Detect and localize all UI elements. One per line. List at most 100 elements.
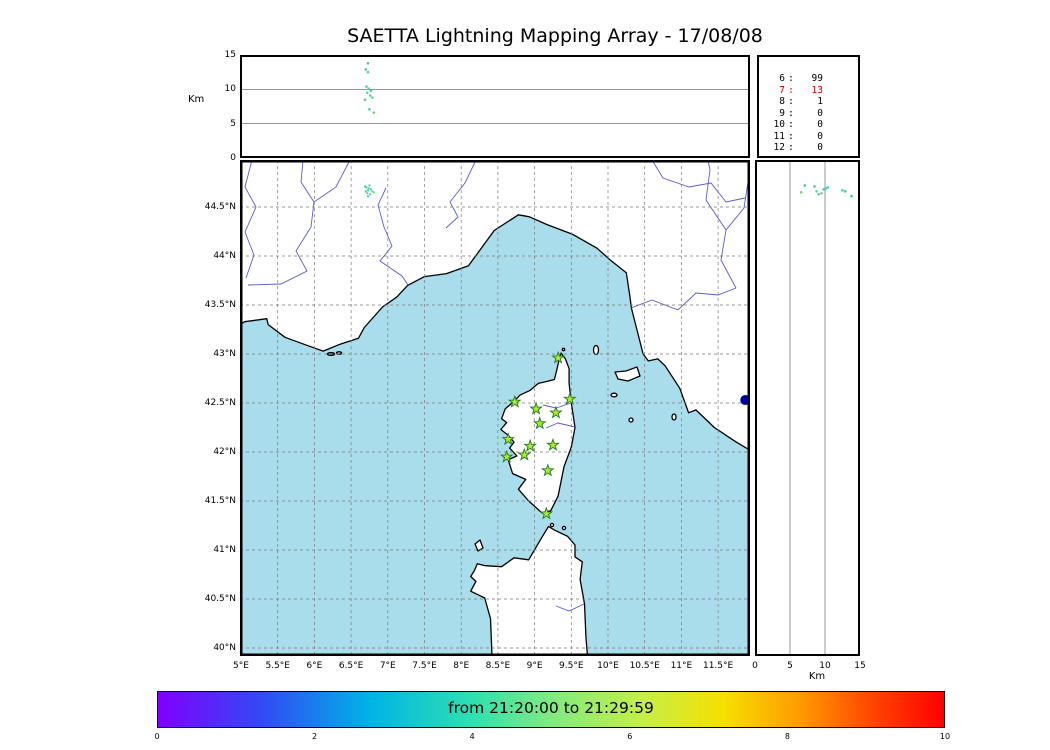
- lightning-source-dot: [364, 190, 367, 193]
- station-count-id: 10: [773, 119, 785, 130]
- river-var: [379, 226, 409, 286]
- altitude-tick-label: 10: [224, 84, 236, 95]
- island-maddalena-2: [549, 522, 555, 528]
- island-asinara: [474, 539, 484, 552]
- lon-tick-label: 7.5°E: [412, 661, 437, 671]
- lightning-source-dot: [366, 195, 370, 198]
- river-durance: [247, 160, 351, 286]
- station-star: [539, 506, 554, 520]
- lon-tick-label: 5°E: [233, 661, 249, 671]
- lon-tick-label: 8°E: [453, 661, 470, 671]
- station-count-value: 0: [817, 142, 823, 153]
- km-tick-label: 5: [787, 661, 793, 671]
- station-star: [549, 405, 563, 419]
- lightning-source-dot: [369, 188, 373, 191]
- station-count-value: 1: [817, 96, 823, 107]
- lon-tick-label: 9°E: [526, 661, 543, 671]
- map-border: [240, 160, 750, 656]
- station-star: [546, 437, 560, 451]
- station-star: [507, 394, 522, 408]
- station-count-sep: :: [788, 84, 794, 96]
- lightning-source-dot: [367, 87, 371, 90]
- altitude-latitude-points: [799, 184, 853, 198]
- station-star: [499, 449, 514, 463]
- map-plot: [240, 160, 750, 656]
- km-axis-unit: Km: [808, 671, 826, 682]
- lightning-source-dot: [366, 189, 370, 192]
- lon-tick-label: 7°E: [379, 661, 396, 671]
- lightning-source-dot: [822, 188, 825, 191]
- lightning-source-dot: [366, 70, 370, 74]
- island-montecristo: [628, 417, 634, 423]
- lightning-source-dot: [824, 187, 827, 190]
- island-giraglia: [561, 347, 566, 352]
- island-elba: [614, 366, 641, 382]
- river-var-upper: [377, 187, 387, 228]
- river-tiber-branch: [725, 181, 749, 231]
- panel-border: [755, 160, 860, 656]
- colorbar-label: from 21:20:00 to 21:29:59: [448, 699, 654, 717]
- lat-tick-label: 42°N: [213, 447, 236, 457]
- coastline-mainland: [240, 160, 750, 451]
- altitude-tick-label: 0: [230, 153, 236, 163]
- station-count-row: 10: 0: [769, 119, 858, 131]
- lightning-source-dot: [841, 189, 844, 192]
- station-count-row: 9: 0: [769, 108, 858, 120]
- station-star: [501, 432, 515, 446]
- lightning-source-dot: [366, 61, 370, 65]
- colorbar-tick-label: 0: [154, 732, 160, 741]
- station-stats-list: 6: 99 7: 13 8: 1 9: 0 10: 0 11: 0 12: 0: [759, 57, 858, 154]
- lon-tick-label: 11°E: [670, 661, 693, 671]
- altitude-gridlines: [240, 89, 750, 124]
- station-count-id: 8: [779, 96, 785, 107]
- lon-tick-label: 10°E: [597, 661, 619, 671]
- river-durance-tributary: [300, 160, 315, 203]
- lightning-source-dot: [369, 193, 372, 196]
- lightning-source-dot: [365, 91, 369, 95]
- lon-tick-label: 6°E: [306, 661, 323, 671]
- station-count-sep: :: [788, 119, 794, 130]
- station-count-value: 0: [817, 107, 823, 119]
- lat-tick-label: 41.5°N: [204, 496, 236, 506]
- station-count-sep: :: [788, 107, 794, 119]
- lat-tick-label: 40.5°N: [204, 594, 236, 604]
- lon-tick-label: 6.5°E: [338, 661, 364, 671]
- station-count-sep: :: [788, 73, 794, 84]
- time-colorbar: from 21:20:00 to 21:29:59: [157, 691, 945, 728]
- figure-title: SAETTA Lightning Mapping Array - 17/08/0…: [347, 25, 763, 47]
- river-sardinia: [555, 603, 585, 612]
- station-star: [529, 401, 543, 415]
- altitude-longitude-panel: [240, 55, 750, 158]
- altitude-longitude-plot: [240, 55, 750, 158]
- station-count-value: 13: [811, 84, 823, 96]
- lightning-source-dot: [372, 111, 376, 114]
- station-count-value: 99: [811, 73, 823, 84]
- lightning-source-dot: [363, 98, 367, 101]
- river-tiber: [705, 160, 737, 289]
- coastline-sardinia: [470, 525, 589, 656]
- station-count-id: 9: [779, 107, 785, 119]
- altitude-tick-label: 15: [224, 50, 236, 60]
- station-count-id: 6: [779, 73, 785, 84]
- station-count-sep: :: [788, 130, 794, 142]
- colorbar-tick-label: 8: [784, 732, 790, 741]
- panel-border: [240, 55, 750, 158]
- altitude-latitude-panel: [755, 160, 860, 656]
- station-star: [523, 438, 538, 452]
- lightning-source-dot: [803, 184, 806, 187]
- lon-tick-label: 10.5°E: [629, 661, 660, 671]
- colorbar-tick-label: 4: [469, 732, 475, 741]
- island-giglio: [671, 413, 677, 421]
- altitude-axis-unit: Km: [188, 94, 205, 105]
- lat-tick-label: 44°N: [213, 251, 236, 261]
- altitude-latitude-plot: [755, 160, 860, 656]
- river-rhone-tributary: [244, 160, 257, 279]
- lightning-source-dot: [368, 94, 372, 97]
- coastline-corsica: [500, 352, 576, 514]
- lightning-source-dot: [368, 107, 371, 111]
- colorbar-tick-label: 6: [627, 732, 633, 741]
- station-stats-panel: 6: 99 7: 13 8: 1 9: 0 10: 0 11: 0 12: 0: [757, 55, 860, 158]
- lat-tick-label: 43.5°N: [204, 300, 236, 310]
- station-count-row: 11: 0: [769, 131, 858, 143]
